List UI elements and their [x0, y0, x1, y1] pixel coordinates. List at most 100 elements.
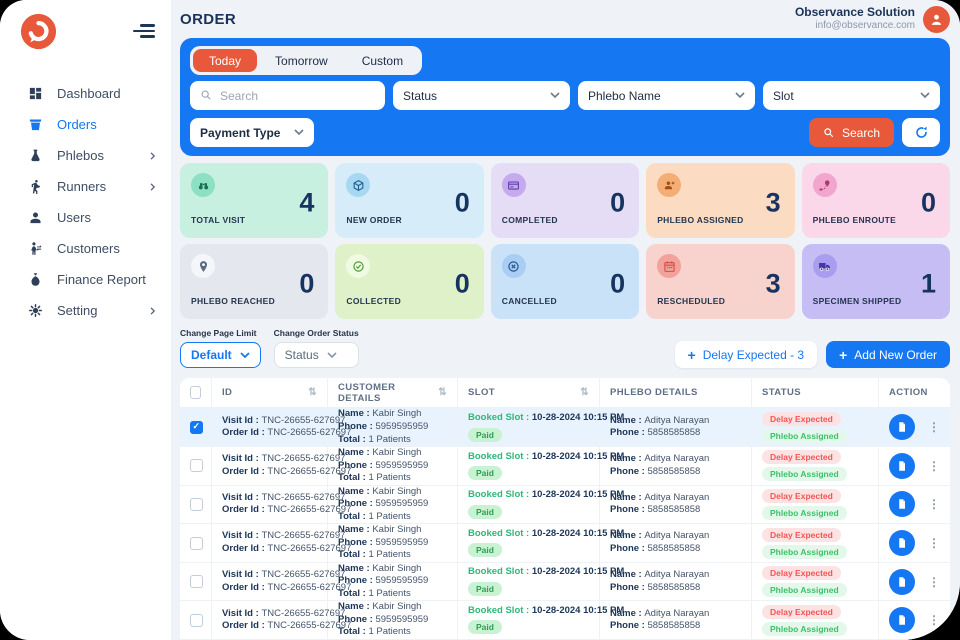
stat-value: 0	[299, 268, 315, 299]
paid-badge: Paid	[468, 427, 502, 442]
table-row[interactable]: Visit IdTNC-26655-627697 Order IdTNC-266…	[180, 562, 950, 602]
sidebar-item-label: Users	[57, 210, 91, 225]
kebab-menu-icon[interactable]: ⋮	[928, 420, 940, 435]
orders-table: ID ⇅ CUSTOMER DETAILS ⇅ SLOT ⇅ PHLEBO DETAI…	[180, 378, 950, 640]
row-checkbox-cell	[180, 562, 212, 602]
kebab-menu-icon[interactable]: ⋮	[928, 458, 940, 473]
col-customer-details[interactable]: CUSTOMER DETAILS ⇅	[328, 378, 458, 409]
sidebar-item-customers[interactable]: Customers	[0, 233, 171, 264]
content: Today Tomorrow Custom Status Phlebo Name	[172, 38, 960, 640]
chevron-down-icon	[920, 92, 930, 99]
card-icon	[501, 173, 526, 198]
order-document-button[interactable]	[889, 452, 915, 479]
table-row[interactable]: Visit IdTNC-26655-627697 Order IdTNC-266…	[180, 408, 950, 448]
action-cell: ⋮	[879, 447, 950, 486]
stat-card-rescheduled[interactable]: RESCHEDULED 3	[646, 244, 795, 320]
sidebar-nav: Dashboard Orders Phlebos Runners Users	[0, 78, 171, 326]
id-cell: Visit IdTNC-26655-627697 Order IdTNC-266…	[212, 447, 351, 486]
table-row[interactable]: Visit IdTNC-26655-627697 Order IdTNC-266…	[180, 601, 950, 640]
status-dropdown[interactable]: Status	[393, 81, 570, 111]
stat-label: CANCELLED	[501, 296, 557, 307]
stat-card-phlebo-assigned[interactable]: PHLEBO ASSIGNED 3	[646, 163, 795, 239]
delay-expected-button[interactable]: + Delay Expected - 3	[674, 341, 818, 369]
tab-today[interactable]: Today	[193, 49, 258, 73]
col-slot[interactable]: SLOT ⇅	[458, 378, 600, 409]
phlebo-name-dropdown[interactable]: Phlebo Name	[578, 81, 755, 111]
row-checkbox[interactable]	[190, 459, 203, 473]
sidebar-item-finance-report[interactable]: Finance Report	[0, 264, 171, 295]
add-new-order-button[interactable]: + Add New Order	[826, 341, 950, 369]
dashboard-icon	[27, 85, 44, 102]
sort-icon[interactable]: ⇅	[308, 387, 317, 399]
stat-label: PHLEBO REACHED	[191, 296, 276, 307]
row-checkbox[interactable]	[190, 575, 203, 589]
tab-custom[interactable]: Custom	[361, 53, 404, 68]
table-row[interactable]: Visit IdTNC-26655-627697 Order IdTNC-266…	[180, 524, 950, 563]
kebab-menu-icon[interactable]: ⋮	[928, 574, 940, 589]
stat-card-cancelled[interactable]: CANCELLED 0	[490, 244, 640, 320]
payment-type-dropdown[interactable]: Payment Type	[190, 118, 314, 148]
action-cell: ⋮	[879, 408, 950, 448]
refresh-button[interactable]	[902, 118, 940, 148]
tab-tomorrow[interactable]: Tomorrow	[275, 53, 328, 68]
stat-label: PHLEBO ENROUTE	[812, 215, 897, 226]
customer-cell: NameKabir Singh Phone5959595959 Total1 P…	[328, 447, 458, 486]
stat-card-phlebo-reached[interactable]: PHLEBO REACHED 0	[180, 244, 329, 320]
sidebar-item-label: Customers	[57, 241, 120, 256]
col-id[interactable]: ID ⇅	[212, 378, 328, 409]
sidebar-item-setting[interactable]: Setting	[0, 295, 171, 326]
stat-card-total-visit[interactable]: TOTAL VISIT 4	[180, 163, 329, 239]
chevron-right-icon	[149, 148, 157, 163]
search-input[interactable]	[220, 88, 375, 103]
stat-card-specimen-shipped[interactable]: SPECIMEN SHIPPED 1	[801, 244, 950, 320]
package-icon	[346, 173, 371, 198]
sidebar-item-orders[interactable]: Orders	[0, 109, 171, 140]
sidebar-item-phlebos[interactable]: Phlebos	[0, 140, 171, 171]
search-button[interactable]: Search	[808, 118, 894, 148]
slot-dropdown[interactable]: Slot	[763, 81, 940, 111]
customer-cell: NameKabir Singh Phone5959595959 Total1 P…	[328, 562, 458, 602]
row-checkbox[interactable]	[190, 613, 203, 627]
stat-card-phlebo-enroute[interactable]: PHLEBO ENROUTE 0	[801, 163, 950, 239]
sidebar-item-users[interactable]: Users	[0, 202, 171, 233]
page-limit-dropdown[interactable]: Default	[180, 342, 261, 369]
paid-badge: Paid	[468, 504, 502, 519]
orders-icon	[27, 116, 44, 133]
kebab-menu-icon[interactable]: ⋮	[928, 536, 940, 551]
table-row[interactable]: Visit IdTNC-26655-627697 Order IdTNC-266…	[180, 485, 950, 525]
order-document-button[interactable]	[889, 491, 915, 518]
status-cell: Delay Expected Phlebo Assigned	[752, 447, 879, 486]
sidebar-item-runners[interactable]: Runners	[0, 171, 171, 202]
id-cell: Visit IdTNC-26655-627697 Order IdTNC-266…	[212, 485, 351, 525]
delay-expected-badge: Delay Expected	[762, 450, 841, 465]
search-icon	[201, 90, 211, 101]
delay-expected-badge: Delay Expected	[762, 488, 841, 503]
row-checkbox[interactable]	[190, 420, 203, 434]
customer-cell: NameKabir Singh Phone5959595959 Total1 P…	[328, 408, 458, 448]
order-document-button[interactable]	[889, 414, 915, 441]
stat-card-completed[interactable]: COMPLETED 0	[490, 163, 640, 239]
user-avatar[interactable]	[923, 5, 950, 33]
stat-label: TOTAL VISIT	[191, 215, 246, 226]
kebab-menu-icon[interactable]: ⋮	[928, 497, 940, 512]
hamburger-menu-icon[interactable]	[133, 24, 155, 38]
order-document-button[interactable]	[889, 607, 915, 634]
stat-label: COLLECTED	[346, 296, 402, 307]
stat-card-collected[interactable]: COLLECTED 0	[335, 244, 484, 320]
refresh-icon	[915, 127, 927, 139]
search-field[interactable]	[190, 81, 385, 111]
row-checkbox[interactable]	[190, 497, 203, 511]
table-row[interactable]: Visit IdTNC-26655-627697 Order IdTNC-266…	[180, 447, 950, 486]
order-document-button[interactable]	[889, 530, 915, 557]
kebab-menu-icon[interactable]: ⋮	[928, 613, 940, 628]
row-checkbox[interactable]	[190, 536, 203, 550]
sort-icon[interactable]: ⇅	[580, 387, 589, 399]
stat-card-new-order[interactable]: NEW ORDER 0	[335, 163, 484, 239]
sort-icon[interactable]: ⇅	[438, 387, 447, 399]
order-status-dropdown[interactable]: Status	[273, 342, 359, 369]
id-cell: Visit IdTNC-26655-627697 Order IdTNC-266…	[212, 524, 351, 563]
sidebar-item-dashboard[interactable]: Dashboard	[0, 78, 171, 109]
select-all-checkbox[interactable]	[190, 386, 201, 400]
stat-label: NEW ORDER	[346, 215, 402, 226]
order-document-button[interactable]	[889, 568, 915, 595]
